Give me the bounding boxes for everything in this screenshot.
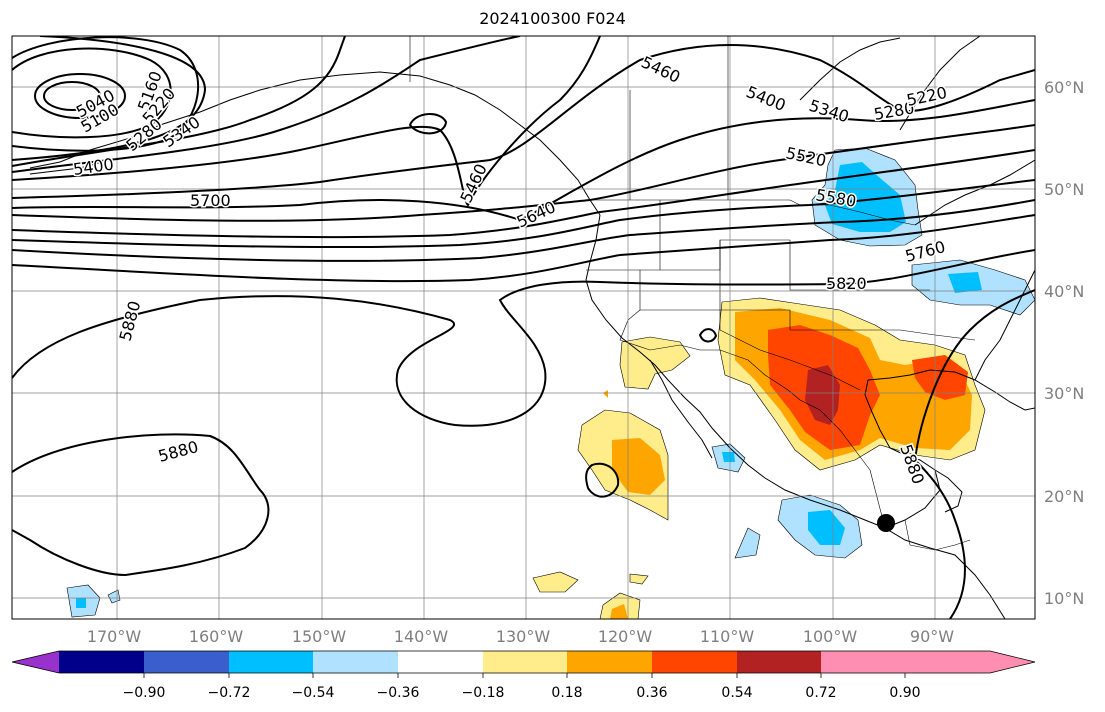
- colorbar-segment: [483, 651, 567, 673]
- latitude-labels: 60°N 50°N 40°N 30°N 20°N 10°N: [1044, 78, 1084, 608]
- political-borders: [409, 36, 976, 551]
- lon-label: 100°W: [803, 627, 858, 646]
- negative-anomaly-region: [734, 527, 761, 559]
- contour-label: 5880: [116, 299, 145, 343]
- colorbar-segment: [313, 651, 398, 673]
- lat-label: 30°N: [1044, 384, 1084, 403]
- colorbar-tick-label: −0.36: [377, 685, 420, 701]
- colorbar-segment: [59, 651, 144, 673]
- positive-anomaly-region: [805, 365, 840, 425]
- colorbar: −0.90 −0.72 −0.54 −0.36 −0.18 0.18 0.36 …: [11, 650, 1036, 701]
- colorbar-tick-label: −0.18: [462, 685, 505, 701]
- lat-label: 10°N: [1044, 589, 1084, 608]
- positive-anomaly-region: [532, 571, 579, 593]
- colorbar-segment: [821, 651, 905, 673]
- lon-label: 160°W: [189, 627, 244, 646]
- positive-anomaly-region: [629, 573, 649, 585]
- lon-label: 110°W: [700, 627, 755, 646]
- lon-label: 140°W: [394, 627, 449, 646]
- positive-anomaly-region: [612, 438, 665, 495]
- location-marker: [877, 514, 895, 532]
- lon-label: 90°W: [910, 627, 954, 646]
- anomaly-shading: [66, 147, 1035, 619]
- colorbar-segment: [398, 651, 483, 673]
- lon-label: 150°W: [292, 627, 347, 646]
- colorbar-tick-label: −0.54: [292, 685, 335, 701]
- negative-anomaly-region: [107, 589, 121, 604]
- negative-anomaly-region: [722, 452, 735, 462]
- colorbar-tick-label: 0.54: [721, 685, 752, 701]
- coastlines: [29, 36, 1035, 619]
- colorbar-tick-label: 0.72: [805, 685, 836, 701]
- colorbar-ticks: [143, 673, 906, 678]
- colorbar-outline: [11, 650, 1036, 674]
- colorbar-segment: [652, 651, 737, 673]
- colorbar-tick-label: 0.90: [889, 685, 920, 701]
- contour-label: 5340: [807, 96, 852, 127]
- positive-anomaly-region: [610, 604, 628, 619]
- colorbar-extend-low: [12, 651, 59, 673]
- positive-anomaly-region: [603, 390, 608, 398]
- colorbar-tick-label: −0.72: [208, 685, 251, 701]
- contour-label: 5400: [72, 154, 115, 178]
- contour-label: 5820: [826, 274, 867, 293]
- negative-anomaly-region: [825, 162, 906, 232]
- colorbar-tick-label: 0.36: [636, 685, 667, 701]
- lon-label: 130°W: [496, 627, 551, 646]
- contour-label: 5640: [514, 197, 559, 231]
- colorbar-segment: [144, 651, 229, 673]
- contour-label: 5460: [638, 52, 683, 86]
- lat-label: 20°N: [1044, 487, 1084, 506]
- lon-label: 170°W: [87, 627, 142, 646]
- contour-label: 5700: [190, 191, 231, 210]
- longitude-labels: 170°W 160°W 150°W 140°W 130°W 120°W 110°…: [87, 627, 954, 646]
- colorbar-segment: [737, 651, 821, 673]
- negative-anomaly-region: [76, 598, 86, 608]
- height-contours: [12, 36, 1035, 619]
- colorbar-tick-label: 0.18: [551, 685, 582, 701]
- colorbar-segment: [567, 651, 652, 673]
- map-frame: [11, 35, 1036, 620]
- colorbar-segment: [229, 651, 313, 673]
- colorbar-tick-label: −0.90: [123, 685, 166, 701]
- lat-label: 60°N: [1044, 78, 1084, 97]
- lat-label: 50°N: [1044, 180, 1084, 199]
- lon-label: 120°W: [598, 627, 653, 646]
- contour-label: 5520: [784, 143, 828, 170]
- colorbar-extend-high: [905, 651, 1035, 673]
- lat-label: 40°N: [1044, 282, 1084, 301]
- map-title: 2024100300 F024: [479, 9, 626, 28]
- negative-anomaly-region: [948, 272, 982, 293]
- contour-label: 5880: [156, 437, 200, 466]
- negative-anomaly-region: [808, 510, 845, 545]
